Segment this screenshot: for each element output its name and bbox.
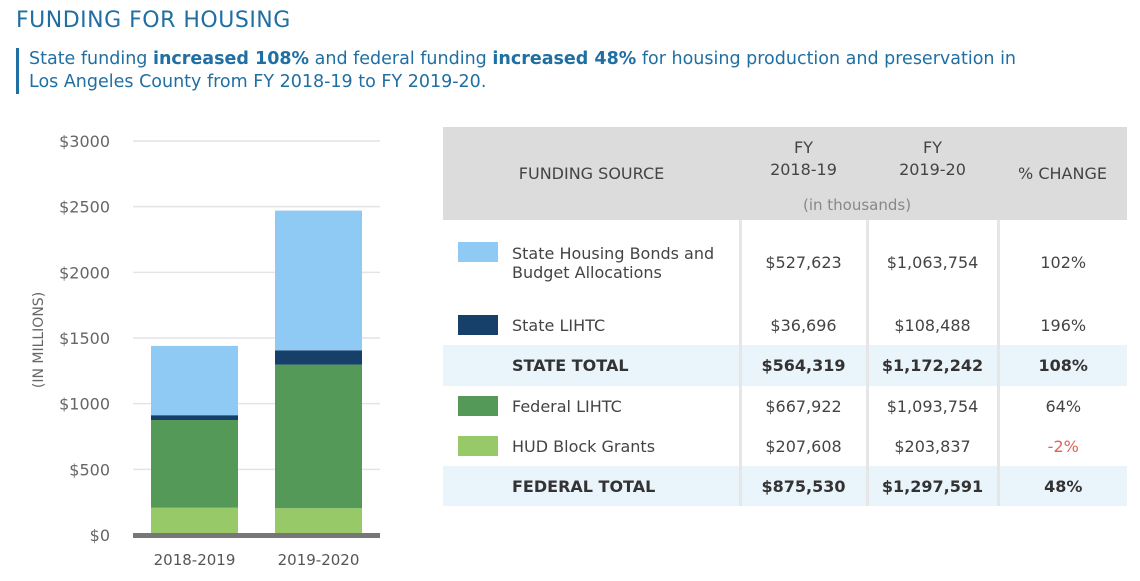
legend-swatch [458,396,498,416]
funding-table: FUNDING SOURCE FY 2018-19 FY 2019-20 % CHA… [443,127,1127,506]
table-row: STATE TOTAL $564,319 $1,172,242 108% [443,345,1127,386]
bar-segment-state-lihtc [275,350,362,365]
y-axis-label: (IN MILLIONS) [31,292,47,388]
x-axis-baseline [133,533,380,538]
cell-fy1: $564,319 [738,345,867,386]
subtitle-text: State funding [29,49,153,69]
row-source: FEDERAL TOTAL [443,466,740,506]
cell-change: -2% [996,426,1127,466]
subtitle-highlight-state: increased 108% [152,49,310,69]
subtitle: State funding increased 108% and federal… [16,48,1039,94]
y-tick-label: $2000 [59,263,110,282]
cell-change: 48% [996,466,1127,506]
y-tick-label: $3000 [59,132,110,151]
subtitle-text: for housing production and preservation … [29,49,1017,92]
cell-fy1: $875,530 [738,466,867,506]
bar-segment-federal-lihtc [151,420,238,508]
row-label: FEDERAL TOTAL [512,476,656,496]
cell-fy2: $1,297,591 [865,466,998,506]
y-tick-label: $2500 [59,198,110,217]
row-label: HUD Block Grants [512,436,656,456]
stacked-bar-chart: (IN MILLIONS) $0 $500 $1000 $1500 $2000 $2500… [31,132,380,569]
y-tick-label: $500 [69,460,110,479]
cell-fy2: $1,093,754 [865,386,998,426]
header-fy-2018-19: FY 2018-19 [740,127,867,220]
x-tick-label: 2018-2019 [154,551,236,569]
row-label: State LIHTC [512,315,606,335]
y-tick-label: $1500 [59,329,110,348]
bar-segment-hud-block-grants [151,507,238,535]
cell-fy1: $527,623 [738,220,867,305]
units-note: (in thousands) [803,196,912,214]
cell-fy1: $207,608 [738,426,867,466]
cell-fy2: $1,063,754 [865,220,998,305]
y-tick-label: $0 [90,526,110,545]
legend-swatch [458,315,498,335]
bar-segment-state-lihtc [151,415,238,421]
subtitle-highlight-federal: increased 48% [492,49,637,69]
cell-change: 64% [996,386,1127,426]
table-row: State LIHTC $36,696 $108,488 196% [443,305,1127,345]
table-row: FEDERAL TOTAL $875,530 $1,297,591 48% [443,466,1127,506]
legend-swatch [458,242,498,262]
bar-segment-state-housing-bonds-and-budget-allocations [151,345,238,416]
legend-swatch [458,436,498,456]
table-row: State Housing Bonds and Budget Allocatio… [443,220,1127,305]
cell-fy2: $108,488 [865,305,998,345]
subtitle-text: and federal funding [309,49,493,69]
cell-fy1: $36,696 [738,305,867,345]
header-fy-2019-20: FY 2019-20 [867,127,998,220]
cell-fy1: $667,922 [738,386,867,426]
y-tick-label: $1000 [59,395,110,414]
cell-change: 102% [996,220,1127,305]
cell-change: 108% [996,345,1127,386]
row-source: STATE TOTAL [443,345,740,386]
header-funding-source: FUNDING SOURCE [443,127,740,220]
cell-fy2: $203,837 [865,426,998,466]
row-source: HUD Block Grants [443,426,740,466]
bar-segment-federal-lihtc [275,364,362,509]
table-row: Federal LIHTC $667,922 $1,093,754 64% [443,386,1127,426]
x-tick-label: 2019-2020 [278,551,360,569]
cell-fy2: $1,172,242 [865,345,998,386]
row-source: State Housing Bonds and Budget Allocatio… [443,220,740,305]
page-title: FUNDING FOR HOUSING [16,8,291,33]
row-source: State LIHTC [443,305,740,345]
row-label: STATE TOTAL [512,356,629,375]
header-percent-change: % CHANGE [998,127,1127,220]
bar-segment-state-housing-bonds-and-budget-allocations [275,210,362,351]
table-row: HUD Block Grants $207,608 $203,837 -2% [443,426,1127,466]
row-label: Federal LIHTC [512,396,622,416]
row-label: State Housing Bonds and Budget Allocatio… [512,243,715,282]
bar-segment-hud-block-grants [275,508,362,535]
row-source: Federal LIHTC [443,386,740,426]
cell-change: 196% [996,305,1127,345]
